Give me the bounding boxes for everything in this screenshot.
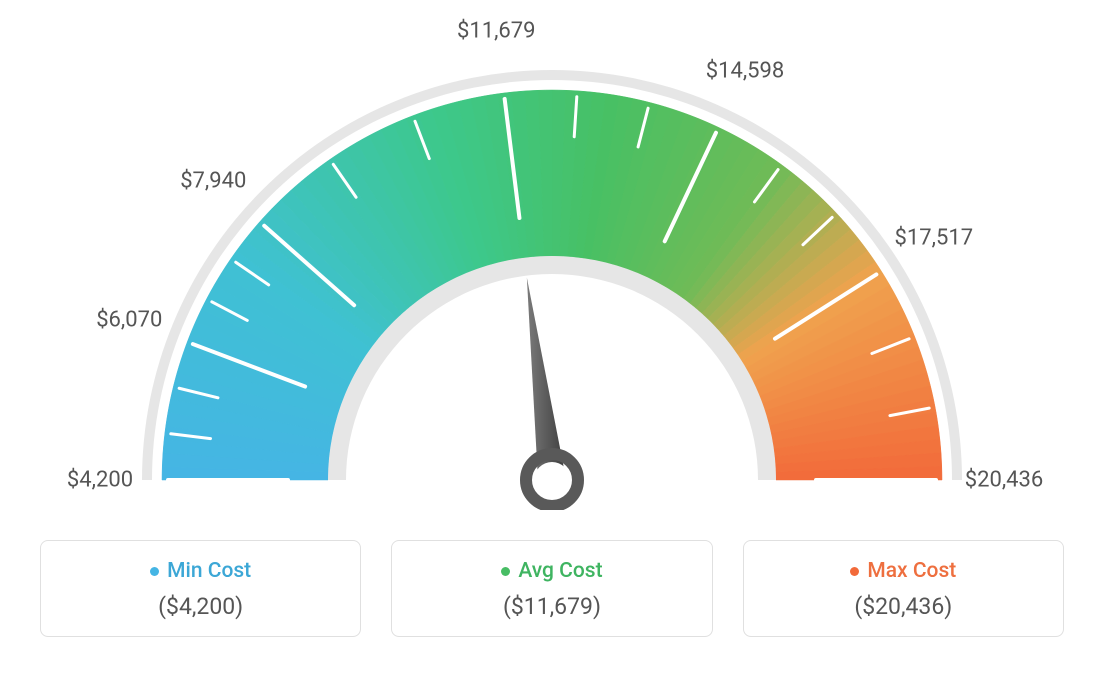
dot-min-icon xyxy=(150,567,159,576)
dot-avg-icon xyxy=(501,567,510,576)
legend-card-min: Min Cost ($4,200) xyxy=(40,540,361,637)
gauge-tick-label: $20,436 xyxy=(965,468,1044,493)
legend-card-avg: Avg Cost ($11,679) xyxy=(391,540,712,637)
legend-title-max: Max Cost xyxy=(850,559,956,583)
dot-max-icon xyxy=(850,567,859,576)
legend-title-avg-text: Avg Cost xyxy=(518,559,602,583)
cost-gauge: $4,200 $6,070 $7,940 $11,679 $14,598 $17,517 $… xyxy=(40,20,1064,510)
legend-value-min: ($4,200) xyxy=(51,593,350,620)
gauge-tick-label: $7,940 xyxy=(180,168,246,193)
legend-value-avg: ($11,679) xyxy=(402,593,701,620)
legend-title-max-text: Max Cost xyxy=(867,559,956,583)
gauge-tick-label: $14,598 xyxy=(706,59,785,84)
legend-title-avg: Avg Cost xyxy=(501,559,602,583)
legend-title-min-text: Min Cost xyxy=(167,559,251,583)
gauge-tick-label: $6,070 xyxy=(96,307,162,332)
gauge-svg xyxy=(40,20,1064,510)
legend-card-max: Max Cost ($20,436) xyxy=(743,540,1064,637)
legend-row: Min Cost ($4,200) Avg Cost ($11,679) Max… xyxy=(40,540,1064,637)
gauge-tick-label: $4,200 xyxy=(67,468,133,493)
legend-title-min: Min Cost xyxy=(150,559,251,583)
legend-value-max: ($20,436) xyxy=(754,593,1053,620)
gauge-tick-label: $17,517 xyxy=(895,226,974,251)
gauge-tick-label: $11,679 xyxy=(457,19,536,44)
